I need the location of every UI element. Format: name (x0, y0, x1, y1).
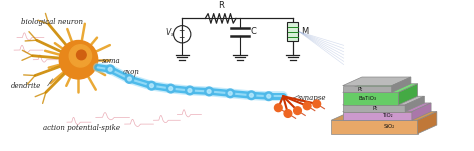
Text: Pt: Pt (357, 87, 363, 92)
Text: SiO₂: SiO₂ (383, 124, 395, 129)
Polygon shape (343, 103, 431, 112)
Polygon shape (331, 120, 418, 134)
Circle shape (125, 75, 134, 83)
Polygon shape (343, 86, 392, 92)
Text: +: + (178, 26, 184, 35)
Polygon shape (343, 77, 411, 86)
Polygon shape (412, 103, 431, 120)
Polygon shape (405, 96, 424, 112)
Polygon shape (392, 77, 411, 92)
FancyBboxPatch shape (287, 22, 299, 42)
Text: dendrite: dendrite (11, 82, 41, 90)
Text: BaTiO₃: BaTiO₃ (359, 96, 377, 101)
Polygon shape (343, 84, 418, 92)
Circle shape (128, 77, 131, 81)
Polygon shape (343, 105, 405, 112)
Text: C: C (250, 27, 256, 36)
Circle shape (108, 67, 112, 71)
Circle shape (267, 94, 271, 98)
Circle shape (303, 102, 311, 110)
Circle shape (207, 90, 211, 93)
Text: action potential-spike: action potential-spike (43, 124, 120, 132)
Circle shape (59, 40, 98, 79)
Polygon shape (343, 92, 399, 105)
Text: axon: axon (123, 68, 139, 76)
Circle shape (69, 45, 91, 67)
Polygon shape (343, 112, 412, 120)
Polygon shape (331, 112, 437, 120)
Circle shape (313, 100, 320, 108)
Circle shape (150, 84, 154, 88)
Text: Pt: Pt (373, 106, 378, 111)
Text: $V_s$: $V_s$ (165, 26, 175, 39)
Text: −: − (178, 34, 184, 43)
Circle shape (205, 87, 213, 96)
Circle shape (166, 84, 175, 93)
Circle shape (247, 91, 256, 100)
Circle shape (169, 87, 173, 90)
Circle shape (186, 86, 194, 95)
Circle shape (249, 93, 253, 97)
Text: soma: soma (101, 57, 120, 65)
Circle shape (294, 107, 301, 114)
Text: synapse: synapse (298, 94, 326, 102)
Polygon shape (343, 96, 424, 105)
Circle shape (226, 89, 235, 98)
Circle shape (284, 110, 292, 117)
Circle shape (228, 92, 232, 95)
Circle shape (76, 50, 86, 60)
Circle shape (274, 104, 282, 112)
Polygon shape (418, 112, 437, 134)
Circle shape (106, 65, 115, 74)
Text: M: M (301, 27, 309, 36)
Text: TiO₂: TiO₂ (383, 113, 393, 118)
Circle shape (188, 88, 192, 92)
Text: biological neuron: biological neuron (21, 18, 83, 26)
Text: R: R (218, 1, 224, 10)
Circle shape (264, 92, 273, 101)
Circle shape (147, 81, 156, 90)
Polygon shape (399, 84, 418, 105)
